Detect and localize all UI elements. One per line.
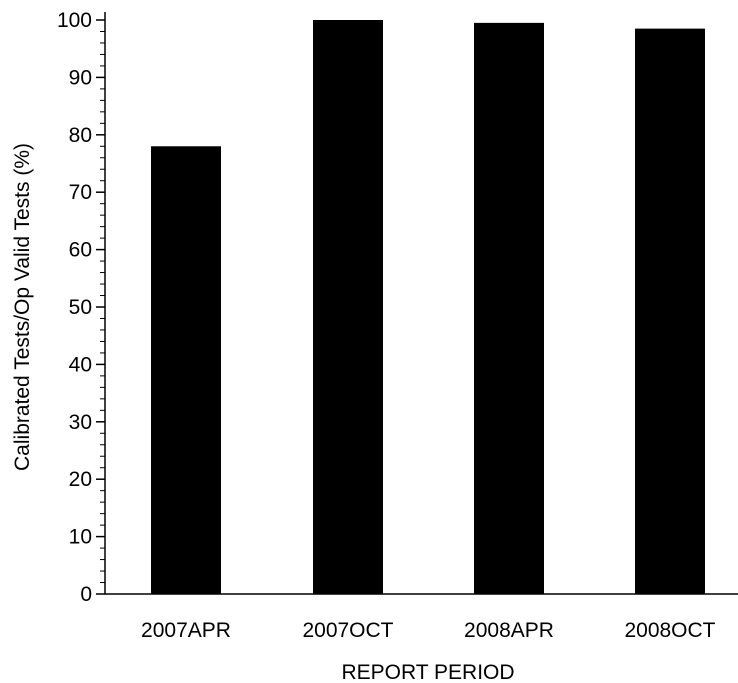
- y-tick-label: 10: [69, 526, 92, 549]
- bar-2008oct: [635, 28, 705, 595]
- y-tick-label: 60: [69, 239, 92, 262]
- y-tick-label: 100: [57, 9, 92, 32]
- x-tick-label: 2008OCT: [624, 619, 715, 642]
- y-tick-label: 30: [69, 411, 92, 434]
- x-tick-label: 2007OCT: [302, 619, 393, 642]
- x-axis-title: REPORT PERIOD: [341, 661, 514, 683]
- y-tick-label: 20: [69, 468, 92, 491]
- y-axis-title: Calibrated Tests/Op Valid Tests (%): [11, 143, 34, 471]
- y-tick-label: 70: [69, 181, 92, 204]
- y-tick-label: 50: [69, 296, 92, 319]
- y-tick-label: 40: [69, 353, 92, 376]
- bar-2007apr: [151, 146, 221, 594]
- x-tick-label: 2007APR: [141, 619, 231, 642]
- bar-2008apr: [474, 22, 544, 595]
- x-tick-label: 2008APR: [464, 619, 554, 642]
- y-tick-label: 90: [69, 66, 92, 89]
- bar-2007oct: [313, 20, 383, 594]
- bars: [151, 20, 705, 595]
- y-axis-ticks: 0 10 20 30 40 50 60 70 80 90 100: [57, 9, 105, 606]
- x-axis-labels: 2007APR 2007OCT 2008APR 2008OCT: [141, 619, 716, 642]
- y-tick-label: 80: [69, 124, 92, 147]
- y-tick-label: 0: [80, 583, 92, 606]
